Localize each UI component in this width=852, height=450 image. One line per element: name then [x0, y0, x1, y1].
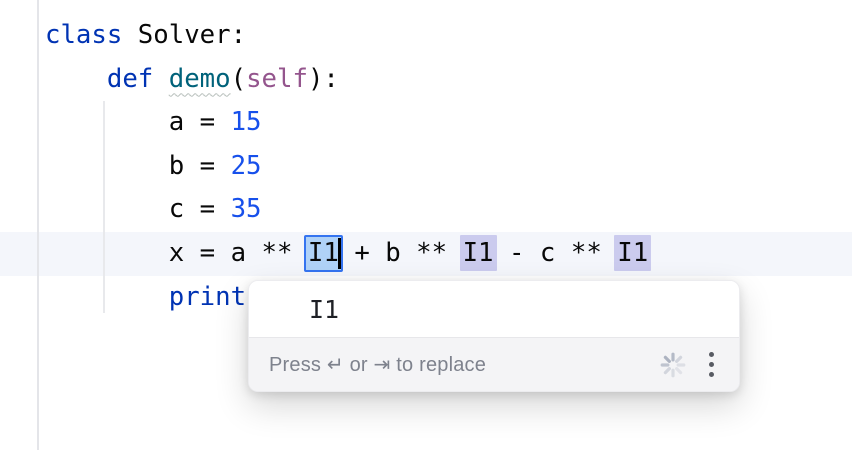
- indent-guide: [103, 101, 105, 313]
- code-line[interactable]: a = 15: [45, 101, 648, 145]
- completion-popup: I1 Press ↵ or ⇥ to replace: [248, 280, 740, 392]
- code-token[interactable]: demo: [168, 63, 231, 94]
- code-token[interactable]: self: [246, 63, 308, 94]
- code-token[interactable]: x = a **: [45, 237, 308, 268]
- code-token[interactable]: [45, 276, 169, 320]
- code-token[interactable]: - c **: [493, 237, 618, 268]
- code-token[interactable]: Solver:: [122, 20, 247, 50]
- code-token[interactable]: (: [230, 63, 247, 94]
- code-token[interactable]: [45, 58, 107, 102]
- current-line-highlight: [0, 232, 852, 276]
- code-token[interactable]: def: [106, 63, 154, 94]
- code-token[interactable]: 35: [230, 194, 262, 225]
- code-line[interactable]: class Solver:: [45, 14, 648, 58]
- kebab-menu-icon[interactable]: [704, 348, 719, 381]
- completion-popup-footer: Press ↵ or ⇥ to replace: [249, 337, 739, 391]
- replace-hint-text: Press ↵ or ⇥ to replace: [269, 354, 487, 376]
- code-line[interactable]: b = 25: [45, 145, 648, 189]
- code-token[interactable]: print: [168, 281, 247, 312]
- gutter-separator: [37, 0, 39, 450]
- loading-spinner-icon: [660, 352, 686, 377]
- code-token[interactable]: 25: [230, 150, 262, 181]
- code-line[interactable]: x = a ** I1 + b ** I1 - c ** I1: [45, 232, 652, 276]
- code-token[interactable]: b =: [45, 150, 231, 181]
- code-token[interactable]: [153, 58, 168, 102]
- code-lines: class Solver: def demo(self): a = 15 b =…: [45, 14, 652, 320]
- occurrence-highlight[interactable]: I1: [459, 232, 497, 276]
- code-token[interactable]: + b **: [338, 237, 463, 268]
- code-editor-pane[interactable]: class Solver: def demo(self): a = 15 b =…: [45, 14, 652, 320]
- code-line[interactable]: c = 35: [45, 188, 648, 232]
- completion-item-label: I1: [309, 294, 340, 324]
- occurrence-highlight[interactable]: I1: [614, 232, 652, 276]
- code-token[interactable]: c =: [45, 194, 231, 225]
- code-token[interactable]: 15: [230, 107, 262, 138]
- code-line[interactable]: def demo(self):: [45, 58, 648, 102]
- template-active-segment[interactable]: I1: [303, 232, 343, 276]
- code-token[interactable]: class: [45, 20, 123, 50]
- code-token[interactable]: ):: [307, 63, 339, 94]
- code-line[interactable]: print: [45, 276, 648, 320]
- code-token[interactable]: a =: [45, 107, 231, 138]
- completion-item[interactable]: I1: [249, 281, 739, 337]
